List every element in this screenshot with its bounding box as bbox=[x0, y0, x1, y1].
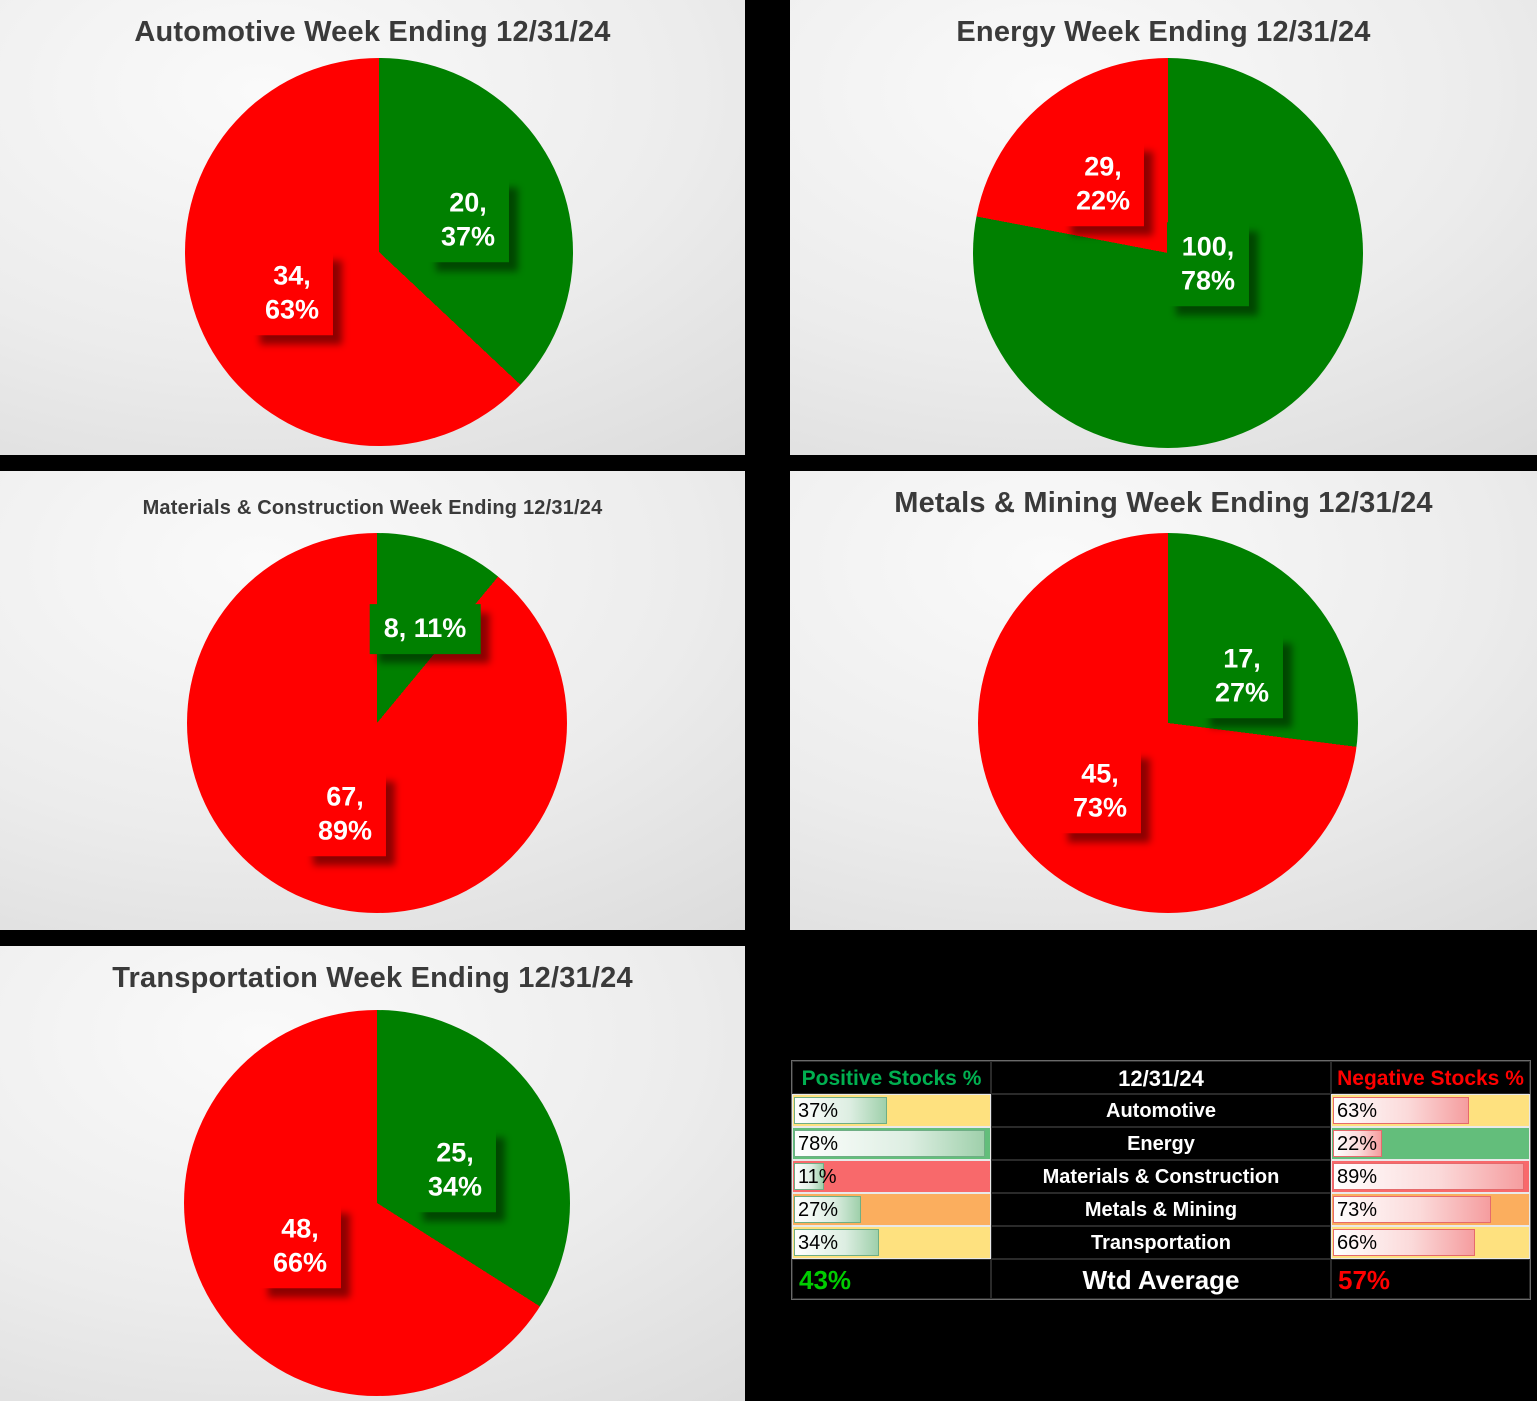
table-row: 11% Materials & Construction 89% bbox=[792, 1160, 1530, 1193]
chart-title-materials-construction: Materials & Construction Week Ending 12/… bbox=[142, 497, 603, 519]
data-label-materials-negative: 67, 89% bbox=[303, 772, 387, 856]
positive-value: 11% bbox=[798, 1166, 837, 1188]
negative-value: 22% bbox=[1337, 1133, 1378, 1155]
negative-value: 89% bbox=[1337, 1166, 1378, 1188]
data-label-automotive-positive: 20, 37% bbox=[426, 178, 510, 262]
data-label-materials-positive: 8, 11% bbox=[369, 604, 481, 654]
positive-value: 37% bbox=[798, 1100, 839, 1122]
summary-table-header-row: Positive Stocks % 12/31/24 Negative Stoc… bbox=[792, 1061, 1530, 1094]
negative-value-cell: 63% bbox=[1331, 1094, 1530, 1127]
negative-databar bbox=[1333, 1196, 1491, 1223]
category-cell: Transportation bbox=[991, 1226, 1331, 1259]
positive-databar bbox=[794, 1097, 887, 1124]
chart-panel-metals-mining: Metals & Mining Week Ending 12/31/24 17,… bbox=[790, 471, 1537, 930]
positive-value: 34% bbox=[798, 1232, 839, 1254]
summary-table-footer-row: 43% Wtd Average 57% bbox=[792, 1259, 1530, 1299]
table-row: 27% Metals & Mining 73% bbox=[792, 1193, 1530, 1226]
negative-value-cell: 89% bbox=[1331, 1160, 1530, 1193]
pie-chart-materials-construction bbox=[187, 533, 567, 913]
data-label-metals-negative: 45, 73% bbox=[1058, 749, 1142, 833]
data-label-energy-positive: 100, 78% bbox=[1166, 222, 1250, 306]
table-row: 34% Transportation 66% bbox=[792, 1226, 1530, 1259]
negative-value-cell: 22% bbox=[1331, 1127, 1530, 1160]
data-label-metals-positive: 17, 27% bbox=[1200, 634, 1284, 718]
data-label-transportation-negative: 48, 66% bbox=[258, 1204, 342, 1288]
negative-value-cell: 66% bbox=[1331, 1226, 1530, 1259]
chart-panel-energy: Energy Week Ending 12/31/24 29, 22% 100,… bbox=[790, 0, 1537, 455]
category-cell: Automotive bbox=[991, 1094, 1331, 1127]
summary-table: Positive Stocks % 12/31/24 Negative Stoc… bbox=[791, 1060, 1531, 1300]
positive-value-cell: 37% bbox=[792, 1094, 991, 1127]
positive-databar bbox=[794, 1196, 861, 1223]
pie-chart-automotive bbox=[185, 58, 573, 446]
positive-value: 27% bbox=[798, 1199, 839, 1221]
negative-value: 73% bbox=[1337, 1199, 1378, 1221]
positive-stocks-header: Positive Stocks % bbox=[792, 1061, 991, 1094]
weighted-average-positive: 43% bbox=[792, 1259, 991, 1299]
table-row: 37% Automotive 63% bbox=[792, 1094, 1530, 1127]
category-cell: Energy bbox=[991, 1127, 1331, 1160]
negative-stocks-header: Negative Stocks % bbox=[1331, 1061, 1530, 1094]
chart-title-automotive: Automotive Week Ending 12/31/24 bbox=[134, 16, 611, 48]
negative-value-cell: 73% bbox=[1331, 1193, 1530, 1226]
chart-title-energy: Energy Week Ending 12/31/24 bbox=[956, 16, 1371, 48]
positive-databar bbox=[794, 1163, 824, 1190]
negative-databar bbox=[1333, 1130, 1383, 1157]
positive-databar bbox=[794, 1229, 879, 1256]
weighted-average-negative: 57% bbox=[1331, 1259, 1530, 1299]
category-cell: Materials & Construction bbox=[991, 1160, 1331, 1193]
positive-value-cell: 27% bbox=[792, 1193, 991, 1226]
data-label-transportation-positive: 25, 34% bbox=[413, 1128, 497, 1212]
weighted-average-label: Wtd Average bbox=[991, 1259, 1331, 1299]
positive-databar bbox=[794, 1130, 986, 1157]
negative-value: 66% bbox=[1337, 1232, 1378, 1254]
negative-databar bbox=[1333, 1163, 1525, 1190]
chart-panel-automotive: Automotive Week Ending 12/31/24 20, 37% … bbox=[0, 0, 745, 455]
pie-chart-transportation bbox=[184, 1010, 570, 1396]
table-row: 78% Energy 22% bbox=[792, 1127, 1530, 1160]
negative-databar bbox=[1333, 1097, 1469, 1124]
chart-panel-materials-construction: Materials & Construction Week Ending 12/… bbox=[0, 471, 745, 930]
positive-value-cell: 78% bbox=[792, 1127, 991, 1160]
positive-value-cell: 34% bbox=[792, 1226, 991, 1259]
positive-value-cell: 11% bbox=[792, 1160, 991, 1193]
chart-title-metals-mining: Metals & Mining Week Ending 12/31/24 bbox=[894, 487, 1433, 519]
chart-title-transportation: Transportation Week Ending 12/31/24 bbox=[112, 962, 633, 994]
negative-value: 63% bbox=[1337, 1100, 1378, 1122]
date-header: 12/31/24 bbox=[991, 1061, 1331, 1094]
data-label-energy-negative: 29, 22% bbox=[1061, 142, 1145, 226]
pie-chart-metals-mining bbox=[978, 533, 1358, 913]
category-cell: Metals & Mining bbox=[991, 1193, 1331, 1226]
negative-databar bbox=[1333, 1229, 1475, 1256]
data-label-automotive-negative: 34, 63% bbox=[250, 251, 334, 335]
chart-panel-transportation: Transportation Week Ending 12/31/24 25, … bbox=[0, 946, 745, 1401]
positive-value: 78% bbox=[798, 1133, 839, 1155]
